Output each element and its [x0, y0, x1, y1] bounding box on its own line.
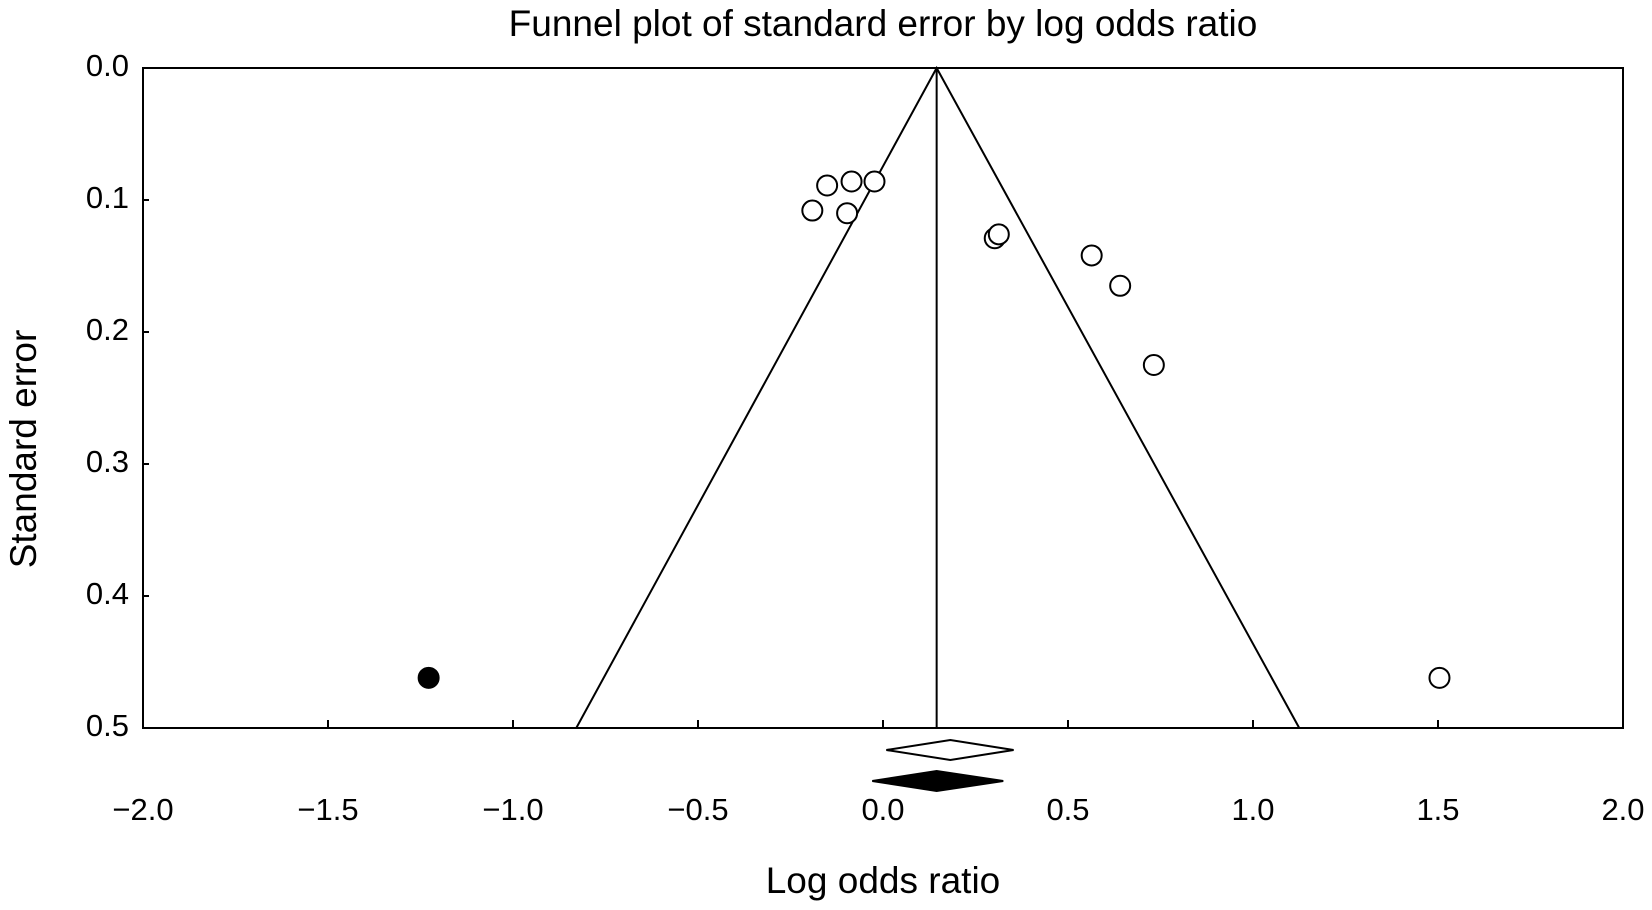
x-tick-label: −1.0: [482, 792, 543, 827]
x-tick-label: 2.0: [1601, 792, 1644, 827]
study-point: [1428, 666, 1451, 689]
y-tick-label: 0.5: [86, 708, 129, 743]
study-point: [1080, 244, 1103, 267]
y-axis-title: Standard error: [3, 330, 44, 569]
study-point: [863, 170, 886, 193]
y-tick-label: 0.0: [86, 48, 129, 83]
study-point: [1142, 354, 1165, 376]
study-point: [417, 666, 440, 689]
x-tick-label: 1.0: [1231, 792, 1274, 827]
x-tick-label: −0.5: [667, 792, 728, 827]
summary-diamond: [872, 769, 1004, 793]
x-tick-label: 0.5: [1046, 792, 1089, 827]
funnel-line: [575, 65, 1301, 729]
y-tick-label: 0.4: [86, 576, 129, 611]
x-tick-label: −2.0: [112, 792, 173, 827]
study-point: [801, 199, 824, 222]
y-tick-label: 0.2: [86, 312, 129, 347]
x-axis-title: Log odds ratio: [766, 860, 1001, 901]
study-point: [987, 223, 1010, 246]
study-point: [840, 170, 863, 193]
y-tick-label: 0.1: [86, 180, 129, 215]
x-tick-label: −1.5: [297, 792, 358, 827]
study-point: [816, 174, 839, 197]
x-tick-label: 1.5: [1416, 792, 1459, 827]
y-tick-label: 0.3: [86, 444, 129, 479]
study-point: [1109, 274, 1132, 297]
summary-diamond: [886, 738, 1014, 762]
chart-title: Funnel plot of standard error by log odd…: [509, 3, 1258, 44]
study-point: [836, 202, 859, 225]
x-tick-label: 0.0: [861, 792, 904, 827]
